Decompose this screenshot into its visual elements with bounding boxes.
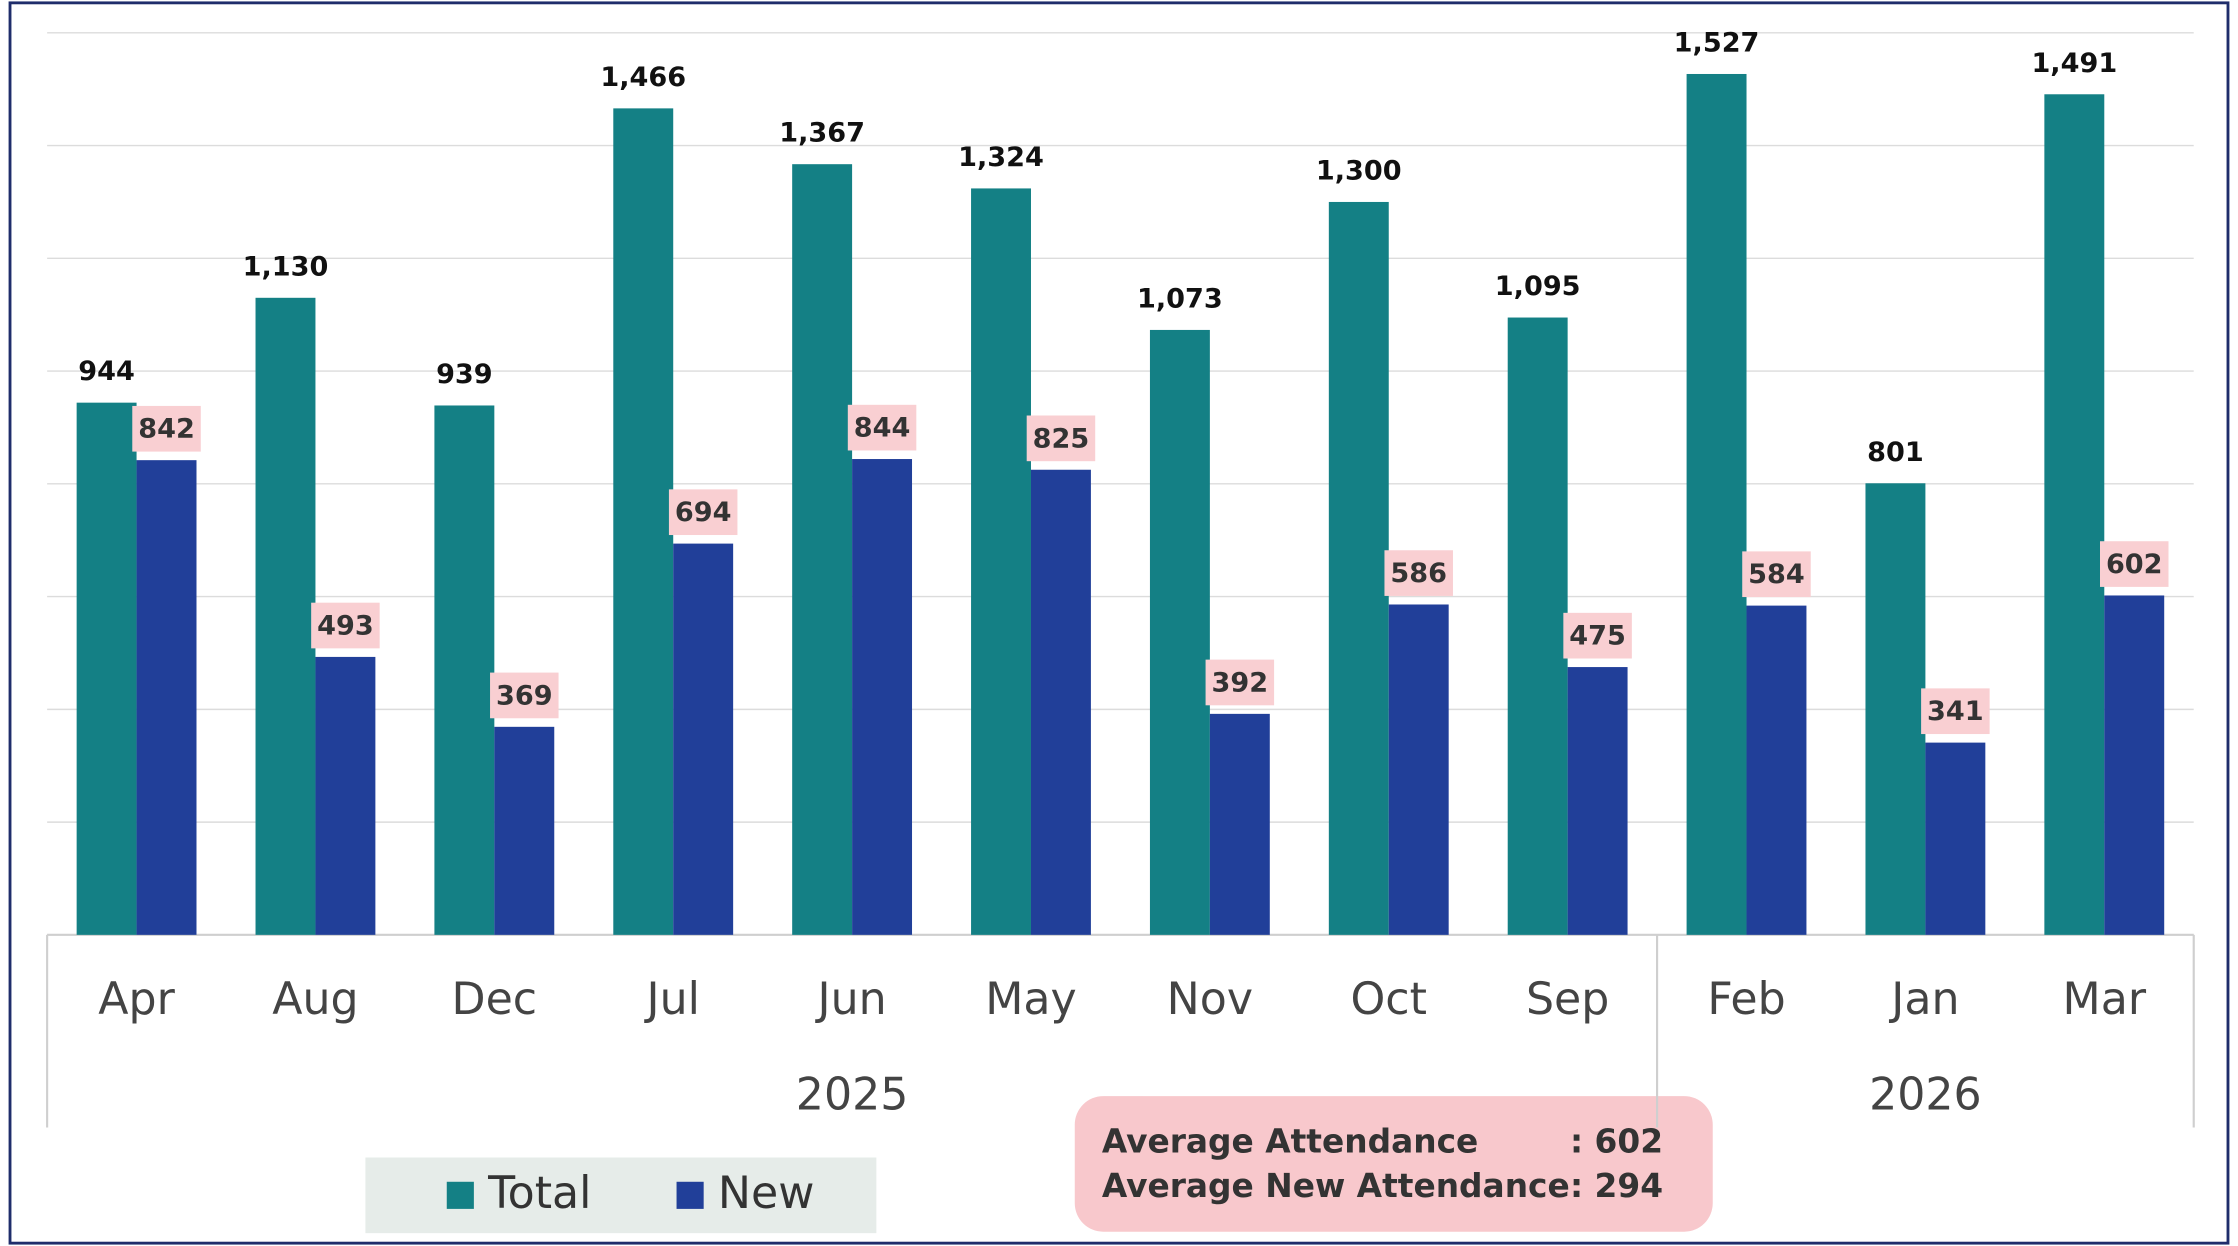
data-label: 1,466	[600, 62, 686, 93]
x-tick-label: Feb	[1707, 974, 1785, 1025]
bar	[613, 108, 674, 935]
bar	[1030, 469, 1091, 935]
data-label-bg	[1563, 612, 1632, 659]
x-group-label: 2025	[796, 1070, 909, 1121]
legend-label: Total	[487, 1168, 591, 1219]
x-tick-label: Nov	[1167, 974, 1253, 1025]
data-label: 825	[1033, 423, 1090, 454]
data-label-bg	[311, 602, 380, 649]
data-label: 586	[1390, 558, 1447, 589]
x-tick-label: Apr	[98, 974, 175, 1025]
bar	[971, 188, 1031, 935]
bar	[494, 726, 555, 935]
x-tick-label: Dec	[452, 974, 538, 1025]
data-label: 1,095	[1495, 271, 1581, 302]
data-label: 602	[2106, 549, 2163, 580]
data-label: 939	[436, 359, 493, 390]
x-tick-label: Jun	[815, 974, 887, 1025]
x-group-label: 2026	[1869, 1070, 1982, 1121]
frame	[8, 1, 2230, 1245]
stat-value: : 602	[1570, 1123, 1663, 1161]
data-label: 369	[496, 680, 553, 711]
data-label-bg	[1742, 551, 1811, 598]
data-label-bg	[668, 489, 738, 536]
data-label: 1,367	[779, 118, 865, 149]
bar	[315, 656, 376, 935]
bar	[1567, 667, 1628, 935]
bar	[434, 405, 495, 935]
x-tick-label: Mar	[2063, 974, 2147, 1025]
bar	[136, 460, 197, 935]
data-label: 842	[138, 414, 195, 445]
bar	[792, 164, 853, 935]
x-tick-label: Oct	[1351, 974, 1427, 1025]
data-label-bg	[490, 672, 559, 719]
bar	[852, 459, 913, 935]
stat-label: Average New Attendance	[1102, 1167, 1570, 1205]
data-label: 493	[317, 610, 374, 641]
x-tick-label: May	[985, 974, 1076, 1025]
stat-value: : 294	[1570, 1167, 1663, 1205]
data-label-bg	[1384, 550, 1453, 596]
x-tick-label: Jan	[1888, 974, 1959, 1025]
data-label: 1,527	[1674, 28, 1760, 59]
bar	[76, 402, 137, 935]
data-label: 584	[1748, 559, 1805, 590]
bar	[1865, 483, 1926, 935]
data-label: 944	[78, 356, 135, 387]
bar	[1507, 317, 1568, 935]
bar	[2044, 94, 2105, 935]
data-label: 1,491	[2031, 48, 2117, 79]
x-tick-label: Jul	[644, 974, 700, 1025]
legend-label: New	[718, 1168, 814, 1219]
data-label-bg	[1205, 659, 1275, 706]
data-label: 1,130	[243, 251, 329, 282]
data-label-bg	[132, 405, 201, 452]
stat-label: Average Attendance	[1102, 1123, 1478, 1161]
legend-swatch	[446, 1181, 474, 1209]
data-label: 1,324	[958, 142, 1044, 173]
data-label-bg	[847, 404, 917, 451]
bar	[1209, 713, 1270, 935]
bar	[2104, 595, 2165, 935]
bar	[673, 543, 734, 935]
bar	[1328, 201, 1389, 935]
legend-swatch	[676, 1181, 704, 1209]
bar	[1686, 73, 1747, 935]
data-label: 801	[1867, 437, 1924, 468]
bar	[1388, 604, 1449, 935]
bar	[1925, 742, 1986, 935]
data-label-bg	[2099, 541, 2169, 587]
x-tick-label: Sep	[1526, 974, 1609, 1025]
data-label: 475	[1569, 621, 1626, 652]
x-tick-label: Aug	[272, 974, 358, 1025]
stats-box	[1074, 1096, 1713, 1232]
bar	[1746, 605, 1807, 935]
bar	[255, 297, 316, 935]
data-label: 341	[1927, 696, 1984, 727]
data-label-bg	[1921, 688, 1990, 735]
data-label: 1,300	[1316, 155, 1402, 186]
data-label: 694	[675, 497, 732, 528]
data-label: 844	[854, 413, 911, 444]
data-label: 1,073	[1137, 283, 1223, 314]
bar	[1149, 329, 1210, 935]
data-label: 392	[1212, 667, 1269, 698]
data-label-bg	[1026, 415, 1096, 462]
